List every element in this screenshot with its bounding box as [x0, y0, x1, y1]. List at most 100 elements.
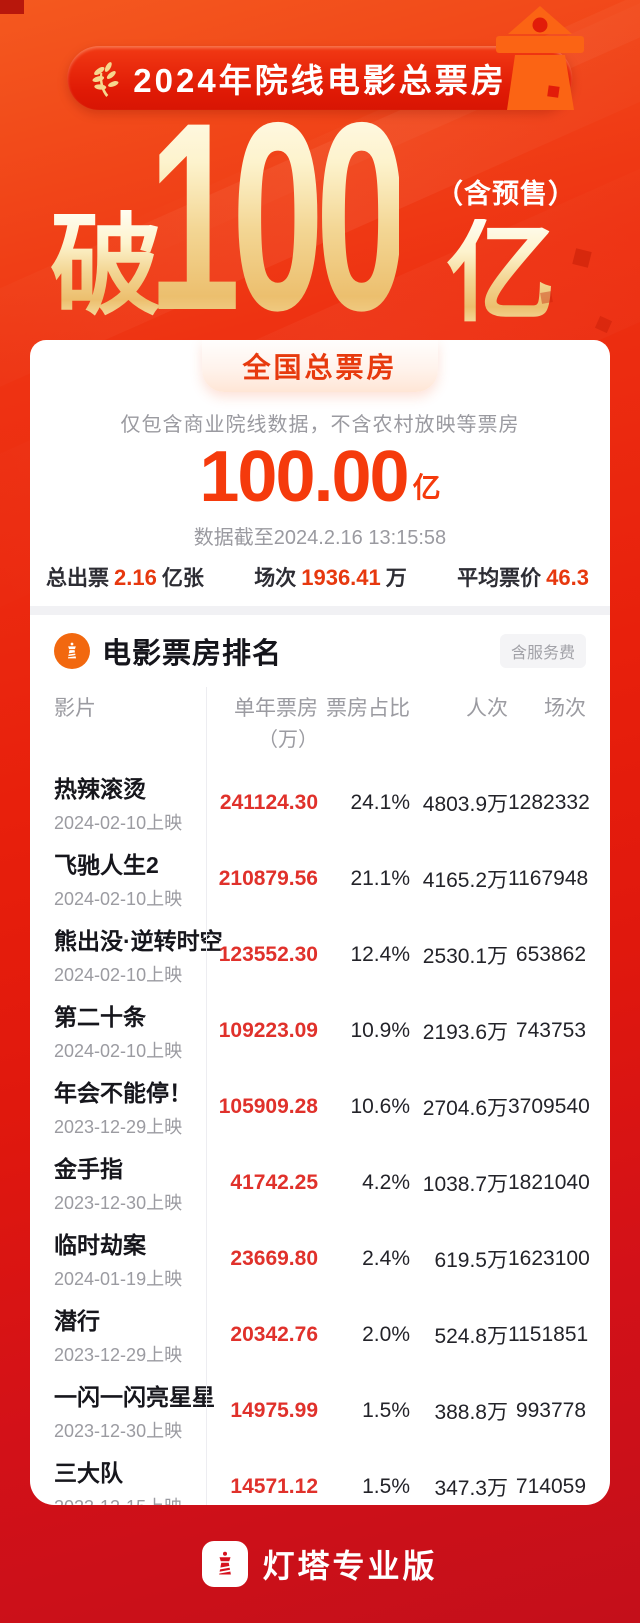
table-row: 三大队 2023-12-15上映 14571.12 1.5% 347.3万 714…: [54, 1449, 586, 1505]
stat-label: 总出票: [46, 567, 109, 590]
admissions-value: 4803.9万: [422, 792, 508, 816]
table-row: 年会不能停！ 2023-12-29上映 105909.28 10.6% 2704.…: [54, 1069, 590, 1145]
sessions-value: 743753: [515, 1018, 586, 1042]
release-date: 2023-12-29上映: [54, 1345, 183, 1365]
admissions-value: 524.8万: [434, 1324, 508, 1348]
poster-footer: 灯塔专业版: [0, 1505, 640, 1623]
table-header: 影片 单年票房 （万） 票房占比 人次 场次: [54, 687, 586, 765]
table-row: 第二十条 2024-02-10上映 109223.09 10.9% 2193.6万…: [54, 993, 586, 1069]
brand-name: 灯塔专业版: [262, 1548, 438, 1584]
sessions-value: 3709540: [508, 1094, 590, 1118]
table-row: 临时劫案 2024-01-19上映 23669.80 2.4% 619.5万 16…: [54, 1221, 590, 1297]
admissions-value: 4165.2万: [422, 868, 508, 892]
ranking-section: 电影票房排名 含服务费 影片 单年票房 （万） 票房占比 人次 场次 热辣滚烫 20…: [30, 615, 610, 1505]
table-row: 金手指 2023-12-30上映 41742.25 4.2% 1038.7万 18…: [54, 1145, 590, 1221]
movie-title: 年会不能停！: [54, 1080, 192, 1106]
national-box-office-badge: 全国总票房: [202, 340, 438, 392]
release-date: 2024-02-10上映: [54, 813, 183, 833]
headline: 破 100 （含预售） 亿: [0, 82, 640, 350]
release-date: 2023-12-30上映: [54, 1421, 183, 1441]
sessions-value: 1623100: [508, 1246, 590, 1270]
presale-note: （含预售）: [436, 179, 576, 209]
sessions-value: 1151851: [508, 1322, 589, 1346]
movie-title: 飞驰人生2: [54, 852, 159, 878]
table-row: 熊出没·逆转时空 2024-02-10上映 123552.30 12.4% 253…: [54, 917, 586, 993]
box-office-value: 14975.99: [230, 1398, 318, 1422]
total-box-office: 100.00 亿: [30, 441, 610, 513]
box-office-value: 109223.09: [218, 1018, 318, 1042]
stat-label: 场次: [254, 567, 297, 590]
box-office-value: 241124.30: [219, 790, 318, 814]
col-box-office: 单年票房 （万）: [234, 697, 318, 751]
headline-prefix: 破: [50, 203, 162, 328]
box-office-value: 20342.76: [230, 1322, 318, 1346]
box-office-value: 23669.80: [230, 1246, 318, 1270]
title-banner: 2024年院线电影总票房: [67, 46, 573, 110]
stat-sessions: 场次 1936.41 万: [254, 562, 407, 592]
service-fee-badge: 含服务费: [499, 634, 586, 668]
share-value: 4.2%: [362, 1170, 410, 1194]
movie-title: 潜行: [54, 1308, 100, 1334]
movie-title: 金手指: [54, 1156, 123, 1182]
admissions-value: 2530.1万: [422, 944, 508, 968]
sessions-value: 1282332: [508, 790, 590, 814]
admissions-value: 1038.7万: [422, 1172, 508, 1196]
film-square-deco: [540, 291, 553, 304]
ranking-header: 电影票房排名 含服务费: [54, 629, 586, 673]
sessions-value: 993778: [515, 1398, 586, 1422]
laurel-left-icon: [92, 62, 119, 97]
table-row: 飞驰人生2 2024-02-10上映 210879.56 21.1% 4165.2…: [54, 841, 589, 917]
col-movie: 影片: [54, 697, 96, 720]
admissions-value: 347.3万: [434, 1476, 508, 1500]
share-value: 12.4%: [350, 942, 410, 966]
share-value: 2.4%: [362, 1246, 410, 1270]
headline-number: 100: [148, 66, 408, 366]
sessions-value: 1821040: [508, 1170, 590, 1194]
section-divider: [30, 606, 610, 615]
box-office-value: 123552.30: [218, 942, 318, 966]
table-row: 热辣滚烫 2024-02-10上映 241124.30 24.1% 4803.9万…: [54, 765, 590, 841]
admissions-value: 619.5万: [434, 1248, 508, 1272]
column-divider: [206, 687, 207, 1505]
stat-suffix: 万: [385, 567, 407, 590]
stat-tickets: 总出票 2.16 亿张: [46, 562, 204, 592]
stat-suffix: 亿张: [161, 567, 204, 590]
share-value: 1.5%: [362, 1398, 410, 1422]
share-value: 24.1%: [350, 790, 410, 814]
col-admissions: 人次: [466, 697, 508, 720]
box-office-value: 210879.56: [218, 866, 318, 890]
stat-value: 1936.41: [301, 565, 381, 590]
release-date: 2023-12-15上映: [54, 1493, 200, 1505]
share-value: 10.6%: [350, 1094, 410, 1118]
data-cutoff-timestamp: 数据截至2024.2.16 13:15:58: [193, 527, 447, 549]
ranking-title: 电影票房排名: [102, 638, 283, 670]
movie-title: 三大队: [54, 1460, 123, 1486]
badge-label: 全国总票房: [242, 352, 398, 383]
box-office-value: 41742.25: [230, 1170, 318, 1194]
corner-mark: [0, 0, 24, 14]
movie-title: 第二十条: [54, 1004, 146, 1030]
share-value: 1.5%: [362, 1474, 410, 1498]
box-office-value: 105909.28: [218, 1094, 318, 1118]
sessions-value: 714059: [515, 1474, 586, 1498]
sessions-value: 1167948: [508, 866, 589, 890]
scope-subtitle: 仅包含商业院线数据，不含农村放映等票房: [120, 414, 520, 436]
beacon-app-logo: [202, 1541, 249, 1587]
release-date: 2024-01-19上映: [54, 1269, 183, 1289]
summary-stats: 总出票 2.16 亿张 场次 1936.41 万 平均票价 46.3: [30, 562, 610, 592]
movie-title: 熊出没·逆转时空: [54, 928, 223, 954]
movie-title: 一闪一闪亮星星: [54, 1384, 215, 1410]
headline-unit: 亿: [446, 219, 576, 329]
banner-title: 2024年院线电影总票房: [133, 62, 507, 99]
release-date: 2024-02-10上映: [54, 965, 183, 985]
admissions-value: 388.8万: [434, 1400, 508, 1424]
stat-value: 2.16: [114, 565, 157, 590]
share-value: 10.9%: [350, 1018, 410, 1042]
sessions-value: 653862: [515, 942, 586, 966]
box-office-value: 14571.12: [230, 1474, 318, 1498]
ranking-table: 影片 单年票房 （万） 票房占比 人次 场次 热辣滚烫 2024-02-10上映 2…: [54, 687, 590, 1505]
total-value: 100.00: [199, 437, 409, 517]
movie-title: 临时劫案: [54, 1232, 146, 1258]
beacon-lighthouse-icon: [54, 633, 90, 669]
movie-title: 热辣滚烫: [54, 776, 146, 802]
